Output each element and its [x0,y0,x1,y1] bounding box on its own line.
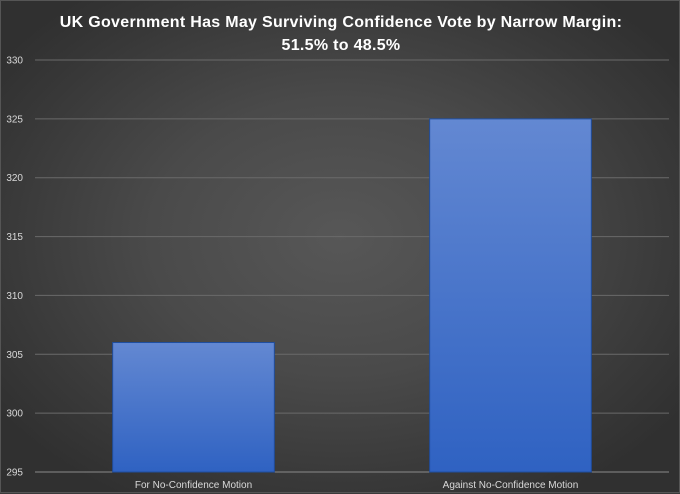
bar-against-no-confidence-motion [429,118,592,473]
chart-title-line-2: 51.5% to 48.5% [281,37,401,54]
bars [112,118,592,473]
y-tick-label: 300 [6,409,23,420]
x-axis-category-labels: For No-Confidence Motion Against No-Confi… [135,480,578,491]
x-category-label: Against No-Confidence Motion [443,480,579,491]
y-tick-label: 320 [6,173,23,184]
y-axis-tick-labels: 295 300 305 310 315 320 325 330 [6,56,23,479]
x-category-label: For No-Confidence Motion [135,480,252,491]
bar-for-no-confidence-motion [112,342,275,473]
y-tick-label: 305 [6,350,23,361]
chart-title-line-1: UK Government Has May Surviving Confiden… [59,14,623,31]
y-tick-label: 315 [6,232,23,243]
y-tick-label: 310 [6,291,23,302]
chart-title: UK Government Has May Surviving Confiden… [1,11,680,57]
y-tick-label: 325 [6,114,23,125]
y-tick-label: 330 [6,56,23,67]
y-tick-label: 295 [6,468,23,479]
